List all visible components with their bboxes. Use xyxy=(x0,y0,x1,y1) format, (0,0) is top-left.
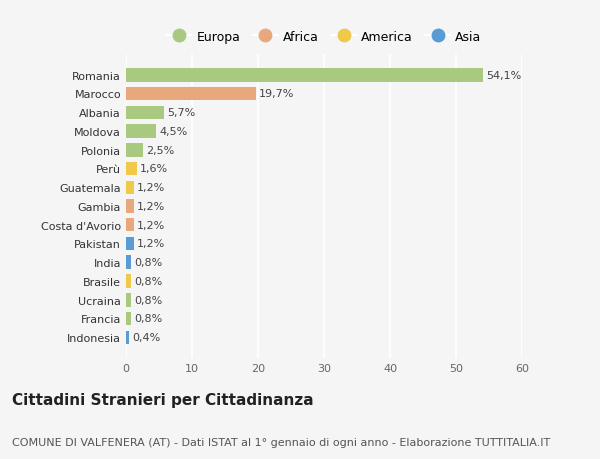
Bar xyxy=(126,200,134,213)
Bar xyxy=(126,106,164,120)
Bar xyxy=(126,144,143,157)
Text: 0,8%: 0,8% xyxy=(134,257,163,268)
Bar xyxy=(126,312,131,325)
Bar xyxy=(126,181,134,195)
Bar xyxy=(126,274,131,288)
Text: 1,6%: 1,6% xyxy=(140,164,168,174)
Text: 5,7%: 5,7% xyxy=(167,108,195,118)
Bar xyxy=(126,69,483,82)
Bar xyxy=(126,293,131,307)
Bar xyxy=(126,331,128,344)
Text: 1,2%: 1,2% xyxy=(137,202,166,212)
Text: 1,2%: 1,2% xyxy=(137,239,166,249)
Text: 1,2%: 1,2% xyxy=(137,183,166,193)
Text: COMUNE DI VALFENERA (AT) - Dati ISTAT al 1° gennaio di ogni anno - Elaborazione : COMUNE DI VALFENERA (AT) - Dati ISTAT al… xyxy=(12,437,550,447)
Bar xyxy=(126,88,256,101)
Text: 0,8%: 0,8% xyxy=(134,276,163,286)
Text: 2,5%: 2,5% xyxy=(146,146,174,156)
Bar xyxy=(126,162,137,176)
Bar xyxy=(126,256,131,269)
Bar xyxy=(126,237,134,251)
Text: 19,7%: 19,7% xyxy=(259,90,295,99)
Bar xyxy=(126,125,156,139)
Text: Cittadini Stranieri per Cittadinanza: Cittadini Stranieri per Cittadinanza xyxy=(12,392,314,407)
Text: 4,5%: 4,5% xyxy=(159,127,187,137)
Bar xyxy=(126,218,134,232)
Text: 54,1%: 54,1% xyxy=(487,71,521,81)
Legend: Europa, Africa, America, Asia: Europa, Africa, America, Asia xyxy=(164,28,484,46)
Text: 0,8%: 0,8% xyxy=(134,314,163,324)
Text: 0,8%: 0,8% xyxy=(134,295,163,305)
Text: 1,2%: 1,2% xyxy=(137,220,166,230)
Text: 0,4%: 0,4% xyxy=(132,332,160,342)
